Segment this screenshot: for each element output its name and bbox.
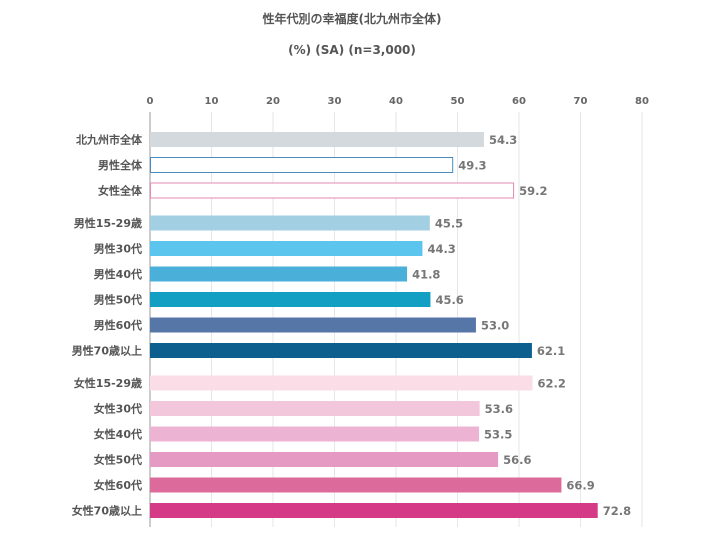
bar <box>150 215 430 231</box>
data-label: 59.2 <box>519 184 547 198</box>
bar <box>150 132 484 147</box>
category-label: 女性40代 <box>94 427 142 441</box>
category-label: 男性15-29歳 <box>74 216 142 230</box>
bar <box>150 266 408 282</box>
x-tick-label: 40 <box>389 96 403 107</box>
data-label: 66.9 <box>566 479 594 493</box>
x-tick-label: 70 <box>574 96 588 107</box>
category-label: 男性50代 <box>94 293 142 307</box>
data-label: 53.5 <box>484 428 512 442</box>
bar <box>150 317 476 333</box>
chart-subtitle: (%) (SA) (n=3,000) <box>288 43 416 57</box>
category-label: 北九州市全体 <box>76 133 143 147</box>
bar <box>150 401 480 416</box>
category-label: 女性60代 <box>94 478 142 492</box>
category-label: 男性60代 <box>94 318 142 332</box>
data-label: 53.6 <box>485 402 513 416</box>
bar <box>150 375 533 391</box>
bar <box>150 241 423 256</box>
x-tick-label: 0 <box>147 96 154 107</box>
data-label: 49.3 <box>458 159 486 173</box>
data-label: 41.8 <box>412 268 440 282</box>
category-label: 女性15-29歳 <box>74 376 142 390</box>
bar <box>150 452 499 467</box>
category-label: 男性40代 <box>94 267 142 281</box>
data-label: 56.6 <box>503 453 531 467</box>
data-label: 72.8 <box>603 504 631 518</box>
bar <box>150 292 431 307</box>
bar <box>150 503 598 518</box>
x-tick-label: 20 <box>266 96 280 107</box>
bar <box>150 182 515 199</box>
data-label: 62.2 <box>538 377 566 391</box>
bar <box>150 343 532 358</box>
category-label: 男性70歳以上 <box>72 344 142 358</box>
data-label: 44.3 <box>427 242 455 256</box>
category-label: 男性30代 <box>94 242 142 256</box>
x-tick-label: 30 <box>328 96 342 107</box>
x-tick-label: 50 <box>451 96 465 107</box>
data-label: 45.5 <box>435 217 463 231</box>
data-label: 62.1 <box>537 344 565 358</box>
bar <box>150 477 562 493</box>
x-tick-label: 60 <box>512 96 526 107</box>
x-tick-label: 80 <box>635 96 649 107</box>
data-label: 45.6 <box>435 293 463 307</box>
data-label: 54.3 <box>489 133 517 147</box>
category-label: 女性70歳以上 <box>72 504 142 518</box>
x-tick-label: 10 <box>205 96 219 107</box>
bar <box>150 426 480 442</box>
chart-title: 性年代別の幸福度(北九州市全体) <box>262 12 442 26</box>
category-label: 男性全体 <box>98 158 143 172</box>
data-label: 53.0 <box>481 319 509 333</box>
category-label: 女性50代 <box>94 453 142 467</box>
bar <box>150 157 454 173</box>
category-label: 女性全体 <box>98 184 143 198</box>
category-label: 女性30代 <box>94 402 142 416</box>
